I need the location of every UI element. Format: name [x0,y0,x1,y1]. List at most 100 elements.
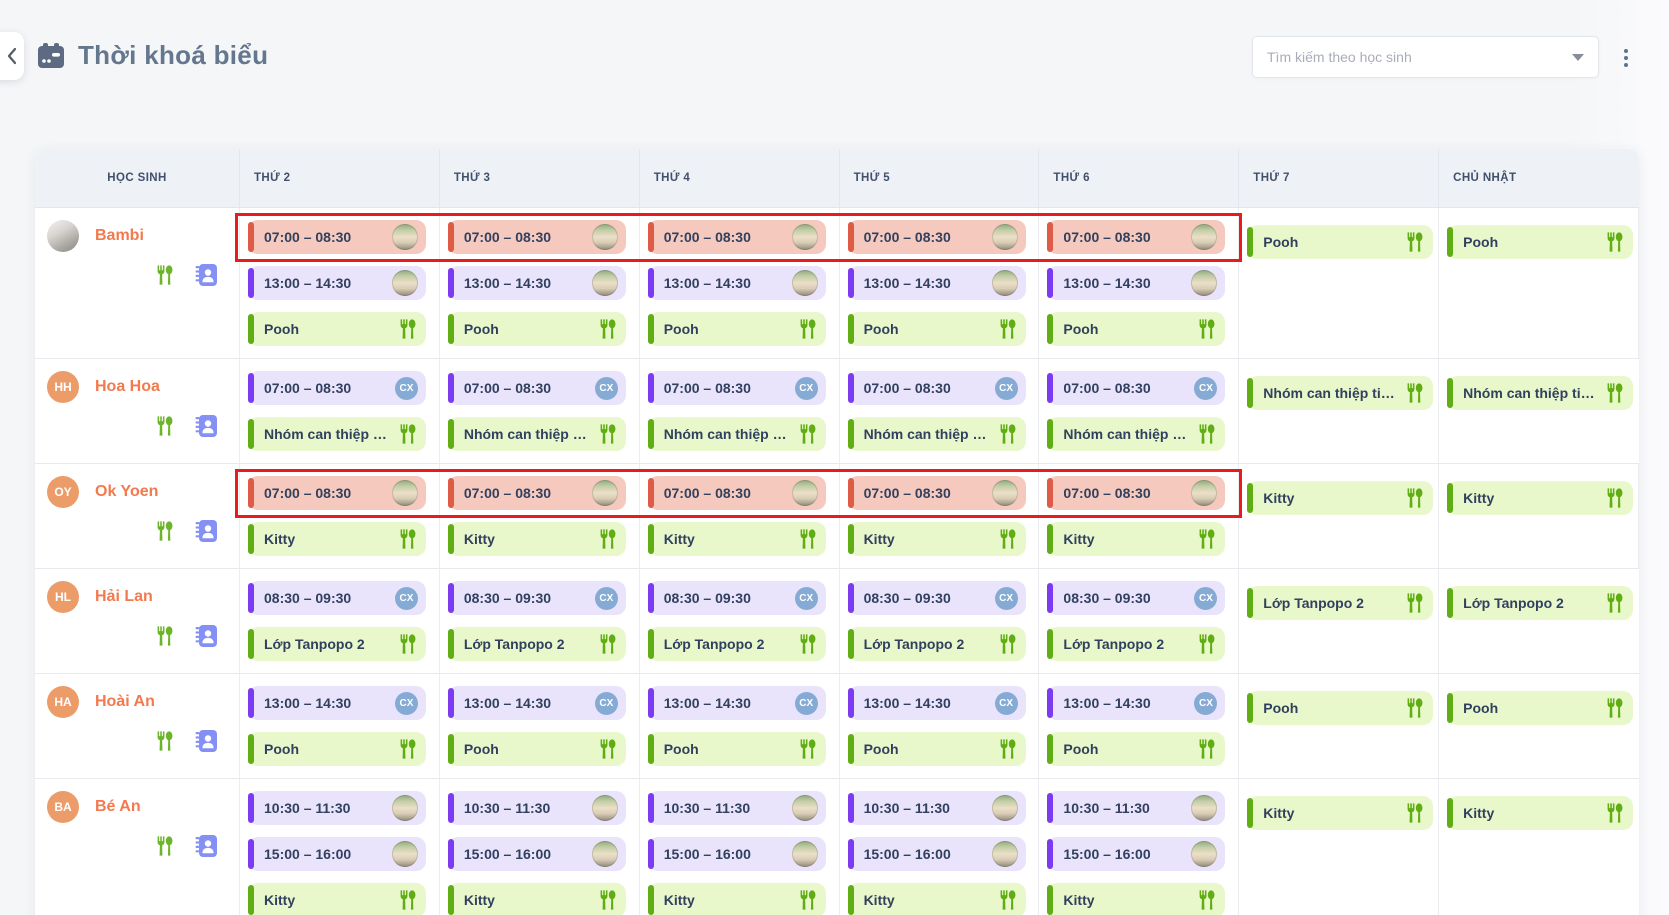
class-chip[interactable]: Kitty [1447,796,1634,830]
class-chip[interactable]: Kitty [847,883,1026,915]
meal-utensils-icon[interactable] [151,623,177,649]
time-slot-chip[interactable]: 08:30 – 09:30 CX [847,581,1026,615]
time-slot-chip[interactable]: 13:00 – 14:30 CX [447,686,626,720]
time-slot-chip[interactable]: 08:30 – 09:30 CX [647,581,826,615]
time-slot-chip[interactable]: 07:00 – 08:30 [647,476,826,510]
class-chip[interactable]: Pooh [1447,691,1634,725]
student-avatar[interactable]: BA [47,791,79,823]
student-name[interactable]: Ok Yoen [95,483,159,500]
time-slot-chip[interactable]: 08:30 – 09:30 CX [447,581,626,615]
student-name[interactable]: Hoài An [95,693,155,710]
time-slot-chip[interactable]: 07:00 – 08:30 [1047,220,1226,254]
time-slot-chip[interactable]: 15:00 – 16:00 [647,837,826,871]
contact-book-icon[interactable] [193,262,219,288]
time-slot-chip[interactable]: 13:00 – 14:30 CX [647,686,826,720]
class-chip[interactable]: Kitty [447,522,626,556]
time-slot-chip[interactable]: 07:00 – 08:30 [1047,476,1226,510]
class-chip[interactable]: Kitty [1247,481,1434,515]
class-chip[interactable]: Kitty [1047,522,1226,556]
meal-utensils-icon[interactable] [151,833,177,859]
class-chip[interactable]: Kitty [647,883,826,915]
class-chip[interactable]: Pooh [447,732,626,766]
time-slot-chip[interactable]: 13:00 – 14:30 [1047,266,1226,300]
time-slot-chip[interactable]: 13:00 – 14:30 [647,266,826,300]
time-slot-chip[interactable]: 15:00 – 16:00 [447,837,626,871]
class-chip[interactable]: Kitty [647,522,826,556]
time-slot-chip[interactable]: 07:00 – 08:30 CX [647,371,826,405]
time-slot-chip[interactable]: 10:30 – 11:30 [447,791,626,825]
class-chip[interactable]: Kitty [847,522,1026,556]
class-chip[interactable]: Nhóm can thiệp tiế... [1447,376,1634,410]
class-chip[interactable]: Pooh [1047,312,1226,346]
time-slot-chip[interactable]: 07:00 – 08:30 [847,476,1026,510]
class-chip[interactable]: Kitty [1047,883,1226,915]
time-slot-chip[interactable]: 07:00 – 08:30 [647,220,826,254]
time-slot-chip[interactable]: 07:00 – 08:30 CX [1047,371,1226,405]
student-avatar[interactable]: HL [47,581,79,613]
class-chip[interactable]: Pooh [1047,732,1226,766]
class-chip[interactable]: Lớp Tanpopo 2 [447,627,626,661]
class-chip[interactable]: Pooh [1247,691,1434,725]
time-slot-chip[interactable]: 07:00 – 08:30 CX [447,371,626,405]
class-chip[interactable]: Nhóm can thiệp tiế... [447,417,626,451]
class-chip[interactable]: Pooh [447,312,626,346]
class-chip[interactable]: Kitty [447,883,626,915]
class-chip[interactable]: Lớp Tanpopo 2 [1247,586,1434,620]
time-slot-chip[interactable]: 15:00 – 16:00 [847,837,1026,871]
time-slot-chip[interactable]: 08:30 – 09:30 CX [248,581,426,615]
student-name[interactable]: Hoa Hoa [95,378,160,395]
time-slot-chip[interactable]: 08:30 – 09:30 CX [1047,581,1226,615]
class-chip[interactable]: Nhóm can thiệp tiế... [248,417,426,451]
time-slot-chip[interactable]: 13:00 – 14:30 CX [248,686,426,720]
class-chip[interactable]: Nhóm can thiệp tiế... [1247,376,1434,410]
time-slot-chip[interactable]: 07:00 – 08:30 [447,220,626,254]
class-chip[interactable]: Pooh [1447,225,1634,259]
student-avatar[interactable] [47,220,79,252]
contact-book-icon[interactable] [193,728,219,754]
class-chip[interactable]: Pooh [248,312,426,346]
meal-utensils-icon[interactable] [151,728,177,754]
class-chip[interactable]: Lớp Tanpopo 2 [248,627,426,661]
contact-book-icon[interactable] [193,623,219,649]
meal-utensils-icon[interactable] [151,518,177,544]
class-chip[interactable]: Pooh [1247,225,1434,259]
contact-book-icon[interactable] [193,518,219,544]
student-avatar[interactable]: OY [47,476,79,508]
class-chip[interactable]: Nhóm can thiệp tiế... [847,417,1026,451]
student-name[interactable]: Hải Lan [95,588,153,605]
time-slot-chip[interactable]: 13:00 – 14:30 CX [1047,686,1226,720]
contact-book-icon[interactable] [193,413,219,439]
meal-utensils-icon[interactable] [151,413,177,439]
student-name[interactable]: Bambi [95,227,144,244]
class-chip[interactable]: Kitty [1447,481,1634,515]
time-slot-chip[interactable]: 13:00 – 14:30 [447,266,626,300]
student-name[interactable]: Bé An [95,798,141,815]
class-chip[interactable]: Nhóm can thiệp tiế... [647,417,826,451]
class-chip[interactable]: Pooh [847,312,1026,346]
time-slot-chip[interactable]: 10:30 – 11:30 [647,791,826,825]
time-slot-chip[interactable]: 07:00 – 08:30 CX [847,371,1026,405]
time-slot-chip[interactable]: 10:30 – 11:30 [847,791,1026,825]
time-slot-chip[interactable]: 10:30 – 11:30 [1047,791,1226,825]
class-chip[interactable]: Kitty [1247,796,1434,830]
class-chip[interactable]: Pooh [248,732,426,766]
back-button[interactable] [0,32,24,80]
time-slot-chip[interactable]: 13:00 – 14:30 [248,266,426,300]
more-options-button[interactable] [1616,44,1636,72]
class-chip[interactable]: Lớp Tanpopo 2 [647,627,826,661]
class-chip[interactable]: Kitty [248,522,426,556]
student-avatar[interactable]: HH [47,371,79,403]
class-chip[interactable]: Kitty [248,883,426,915]
class-chip[interactable]: Lớp Tanpopo 2 [847,627,1026,661]
time-slot-chip[interactable]: 15:00 – 16:00 [248,837,426,871]
time-slot-chip[interactable]: 07:00 – 08:30 [847,220,1026,254]
time-slot-chip[interactable]: 07:00 – 08:30 [248,220,426,254]
student-avatar[interactable]: HA [47,686,79,718]
class-chip[interactable]: Pooh [847,732,1026,766]
class-chip[interactable]: Lớp Tanpopo 2 [1047,627,1226,661]
time-slot-chip[interactable]: 07:00 – 08:30 CX [248,371,426,405]
class-chip[interactable]: Nhóm can thiệp tiế... [1047,417,1226,451]
student-search-select[interactable]: Tìm kiếm theo học sinh [1252,36,1599,78]
class-chip[interactable]: Lớp Tanpopo 2 [1447,586,1634,620]
class-chip[interactable]: Pooh [647,732,826,766]
